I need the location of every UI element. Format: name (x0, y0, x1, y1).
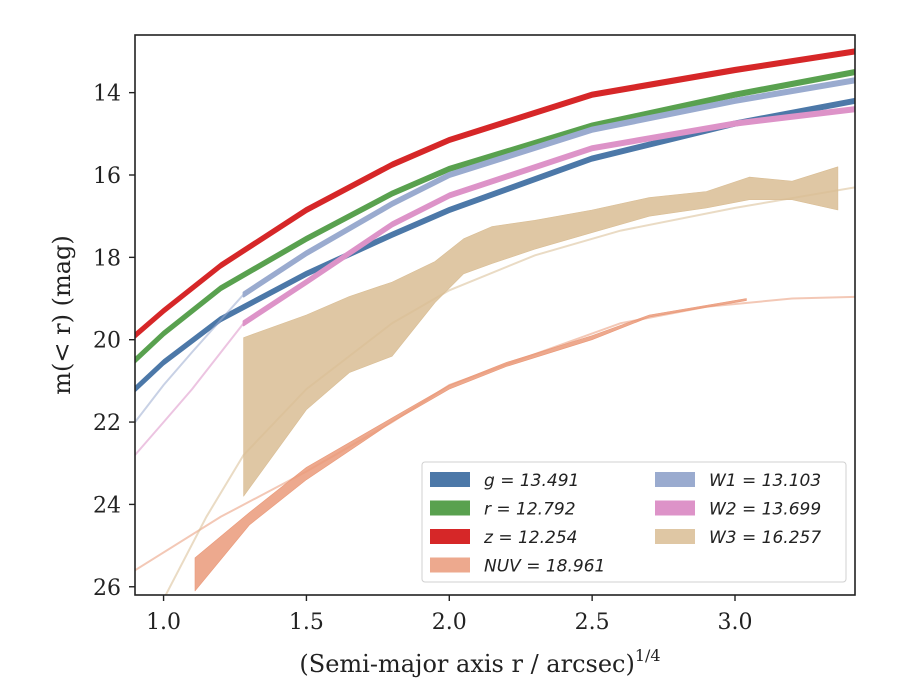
x-tick-label: 2.0 (432, 610, 467, 635)
legend: g = 13.491 r = 12.792 z = 12.254 NUV = 18.9… (421, 461, 847, 583)
legend-swatch-w2 (655, 500, 695, 516)
legend-label-nuv: NUV = 18.961 (484, 557, 605, 577)
series-r (135, 69, 855, 364)
y-tick-label: 24 (93, 493, 121, 518)
series-w2-model-line (135, 322, 245, 456)
x-tick-label: 1.5 (289, 610, 324, 635)
series-z-band (135, 48, 855, 339)
series-w3-band (243, 166, 839, 497)
ticks-layer: 1.0 1.5 2.0 2.5 3.0 14 16 18 20 22 24 26 (93, 82, 753, 635)
legend-label-g: g = 13.491 (484, 471, 579, 491)
legend-label-w2: W2 = 13.699 (709, 500, 821, 520)
legend-swatch-nuv (430, 557, 470, 573)
legend-label-z: z = 12.254 (483, 528, 577, 548)
series-w1-band (242, 77, 855, 298)
y-tick-label: 20 (93, 329, 121, 354)
legend-label-w1: W1 = 13.103 (709, 471, 821, 491)
x-tick-label: 2.5 (575, 610, 610, 635)
y-axis-title: m(< r) (mag) (48, 235, 76, 394)
legend-label-w3: W3 = 16.257 (709, 528, 821, 548)
x-axis-title-text: (Semi-major axis r / arcsec) (299, 650, 634, 678)
y-tick-label: 22 (93, 411, 121, 436)
legend-swatch-w3 (655, 529, 695, 544)
x-axis-title-superscript: 1/4 (635, 646, 661, 665)
series-r-band (135, 69, 855, 364)
series-w2-band (242, 106, 855, 327)
y-tick-label: 18 (93, 246, 121, 271)
y-tick-label: 26 (93, 576, 121, 601)
y-tick-label: 14 (93, 82, 121, 107)
x-tick-label: 1.0 (146, 610, 181, 635)
plot-frame (134, 34, 856, 596)
legend-label-r: r = 12.792 (484, 500, 576, 520)
x-axis-title: (Semi-major axis r / arcsec)1/4 (299, 646, 660, 678)
series-layer (135, 48, 855, 595)
series-w1 (135, 77, 855, 423)
legend-swatch-r (430, 500, 470, 516)
y-tick-label: 16 (93, 164, 121, 189)
series-w3 (164, 166, 855, 595)
series-nuv (135, 295, 855, 592)
legend-swatch-z (430, 529, 470, 544)
x-tick-label: 3.0 (718, 610, 753, 635)
legend-swatch-g (430, 472, 470, 487)
legend-swatch-w1 (655, 472, 695, 487)
series-w1-model-line (135, 293, 245, 423)
legend-frame (421, 461, 847, 583)
series-z (135, 48, 855, 339)
series-nuv-band (194, 298, 747, 592)
series-w2 (135, 106, 855, 456)
